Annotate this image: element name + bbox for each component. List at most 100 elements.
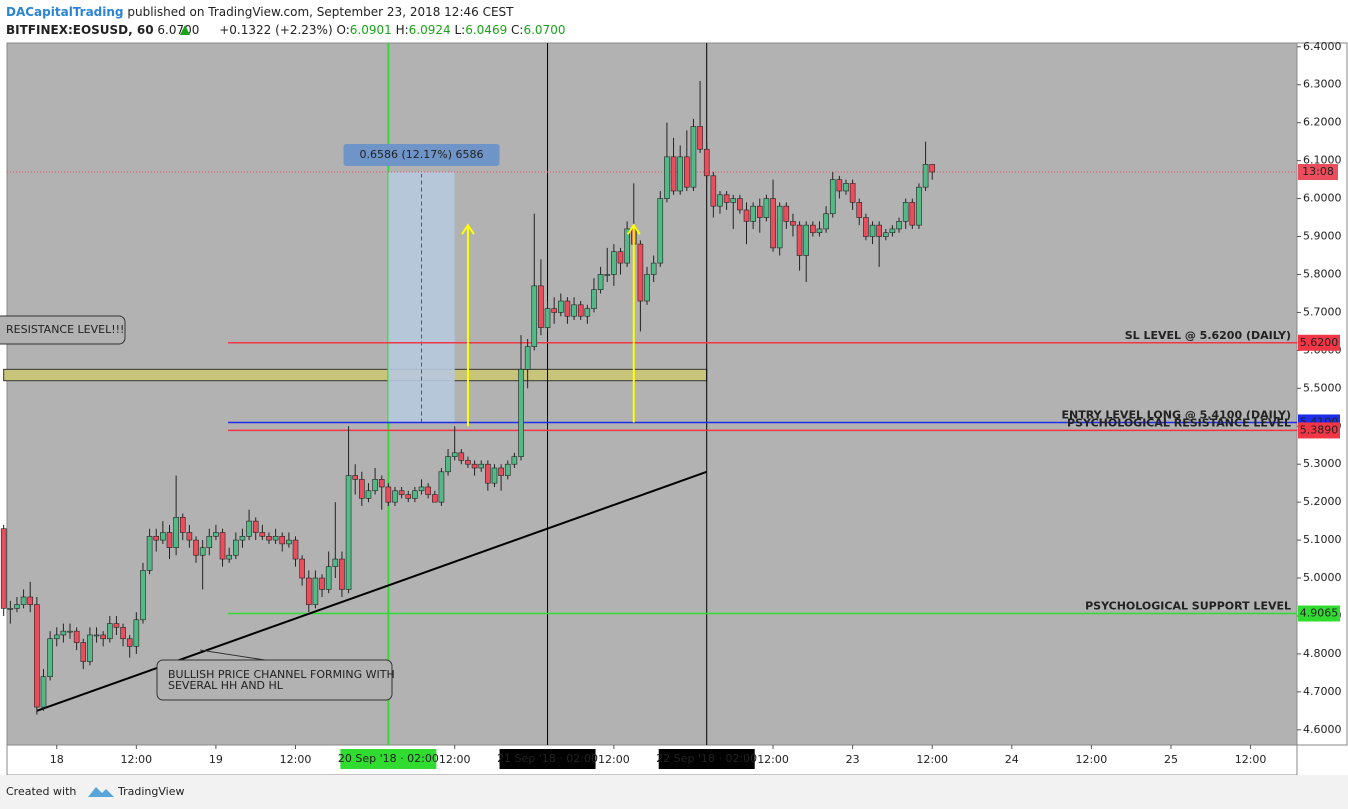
- header-line-1: DACapitalTrading published on TradingVie…: [6, 5, 514, 19]
- candle-body: [279, 535, 286, 545]
- candle-body: [538, 285, 544, 328]
- candle-body: [571, 304, 577, 317]
- candle-body: [40, 676, 47, 708]
- candle-body: [153, 535, 160, 541]
- candle-body: [100, 634, 106, 640]
- candle-body: [292, 539, 299, 560]
- candle-body: [624, 228, 630, 264]
- countdown: 13:08: [1302, 165, 1334, 178]
- up-triangle: [180, 25, 190, 35]
- level-tag: [1298, 605, 1340, 622]
- tv-logo: [88, 787, 114, 797]
- candle-body: [756, 205, 763, 218]
- candle-body: [392, 490, 398, 503]
- candle-body: [823, 213, 829, 230]
- candle-body: [803, 224, 810, 256]
- measure-label: 0.6586 (12.17%) 6586: [360, 148, 484, 161]
- candle-body: [451, 452, 458, 457]
- candle-body: [617, 251, 624, 264]
- candle-body: [339, 558, 345, 590]
- candle-body: [173, 517, 179, 548]
- candle-body: [199, 547, 206, 556]
- candle-body: [504, 463, 511, 476]
- candle-body: [637, 243, 644, 302]
- candle-body: [650, 262, 657, 275]
- candle-body: [385, 486, 392, 503]
- y-tick-label: 5.9000: [1303, 230, 1342, 243]
- last: 6.0700: [157, 23, 199, 37]
- candle-body: [485, 463, 491, 484]
- candle-body: [703, 148, 710, 177]
- level-tag: [1298, 422, 1340, 439]
- candle-body: [902, 202, 909, 222]
- x-tick-label: 19: [209, 753, 223, 766]
- y-tick-label: 5.0000: [1303, 571, 1342, 584]
- candle-body: [836, 179, 843, 192]
- cursor-tag-label: 21 Sep '18 · 02:00: [497, 752, 598, 765]
- candle-body: [710, 175, 717, 207]
- candle-body: [252, 520, 259, 533]
- price-axis: [1296, 42, 1348, 746]
- candle-body: [531, 285, 538, 347]
- x-tick-label: 12:00: [280, 753, 312, 766]
- header-line-2: BITFINEX:EOSUSD, 60 6.0700 +0.1322 (+2.2…: [6, 23, 565, 37]
- candle-body: [352, 475, 359, 480]
- candle-body: [359, 479, 365, 499]
- candle-body: [869, 224, 876, 237]
- candle-body: [922, 164, 929, 188]
- y-tick-label: 5.7000: [1303, 305, 1342, 318]
- candle-body: [239, 535, 246, 541]
- annotation-pointer: [199, 649, 266, 661]
- candle-body: [524, 346, 531, 370]
- candle-body: [863, 217, 869, 237]
- y-tick-label: 5.1000: [1303, 533, 1342, 546]
- symbol: BITFINEX:EOSUSD, 60: [6, 23, 154, 37]
- candle-body: [737, 198, 743, 211]
- candle-body: [246, 520, 252, 537]
- candle-body: [796, 224, 803, 256]
- candle-body: [763, 198, 770, 218]
- candle-body: [193, 539, 199, 556]
- candle-body: [909, 202, 916, 226]
- candle-body: [7, 608, 14, 610]
- candle-body: [690, 126, 697, 188]
- candle-body: [810, 224, 816, 234]
- candle-body: [511, 456, 518, 465]
- candle-body: [332, 558, 339, 567]
- candle-body: [518, 369, 524, 457]
- x-tick-label: 23: [846, 753, 860, 766]
- footer-brand: TradingView: [117, 785, 184, 798]
- y-tick-label: 6.4000: [1303, 40, 1342, 53]
- candle-body: [829, 179, 836, 215]
- candle-body: [644, 274, 650, 302]
- candle-body: [372, 479, 378, 492]
- measure-box: [388, 172, 455, 423]
- candle-body: [882, 232, 889, 237]
- candle-body: [226, 554, 232, 560]
- x-tick-label: 12:00: [1076, 753, 1108, 766]
- y-tick-label: 4.8000: [1303, 647, 1342, 660]
- candle-body: [47, 638, 53, 677]
- x-tick-label: 12:00: [439, 753, 471, 766]
- footer-text: Created with: [6, 785, 76, 798]
- level-label: ENTRY LEVEL LONG @ 5.4100 (DAILY): [1062, 408, 1291, 421]
- candle-body: [319, 577, 325, 590]
- candle-body: [558, 300, 564, 313]
- candle-body: [140, 570, 146, 621]
- x-tick-label: 12:00: [757, 753, 789, 766]
- candle-body: [597, 274, 604, 290]
- candle-body: [670, 156, 677, 192]
- cursor-tag: [340, 749, 437, 769]
- level-label: PSYCHOLOGICAL SUPPORT LEVEL: [1085, 600, 1291, 613]
- candle-body: [67, 630, 73, 633]
- h-label: H:: [396, 23, 409, 37]
- candle-body: [107, 623, 113, 640]
- candle-body: [458, 452, 465, 461]
- cursor-tag: [499, 749, 596, 769]
- candle-body: [272, 535, 279, 541]
- y-tick-label: 5.3000: [1303, 457, 1342, 470]
- candle-body: [80, 642, 87, 662]
- countdown-tag: [1298, 164, 1338, 181]
- candle-body: [684, 156, 690, 188]
- candle-body: [378, 479, 385, 488]
